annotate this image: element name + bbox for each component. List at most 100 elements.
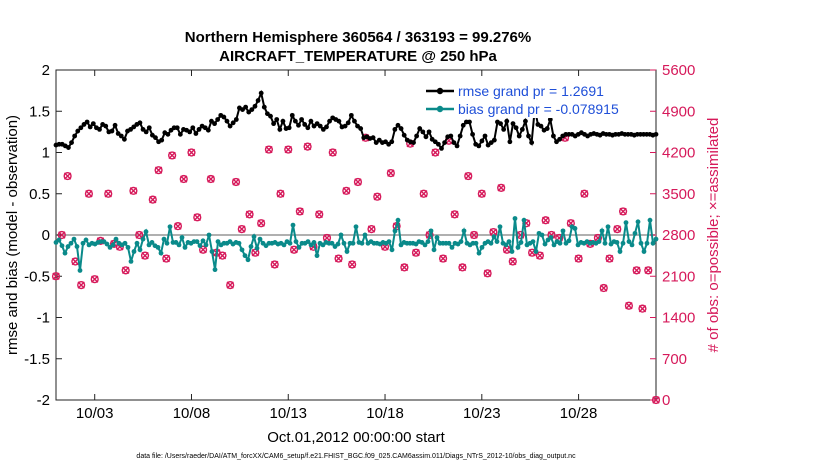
chart-title-line2: AIRCRAFT_TEMPERATURE @ 250 hPa: [219, 48, 497, 65]
rmse-point: [280, 118, 286, 124]
obs-possible-marker: [541, 216, 550, 225]
x-tick-label: 10/18: [366, 405, 404, 422]
bias-point: [137, 247, 143, 253]
obs-possible-marker: [270, 260, 279, 269]
rmse-point: [66, 145, 71, 150]
bias-point: [128, 259, 134, 264]
rmse-point: [121, 136, 127, 142]
bias-point: [125, 244, 131, 250]
obs-assimilated-marker: [420, 190, 428, 198]
bias-point: [629, 242, 635, 248]
obs-assimilated-marker: [91, 275, 99, 283]
y-tick-label-left: 0: [42, 227, 50, 244]
obs-possible-marker: [651, 395, 661, 405]
bias-point: [461, 228, 467, 234]
obs-assimilated-marker: [180, 175, 188, 183]
obs-possible-marker: [231, 177, 241, 187]
y-tick-label-left: 2: [42, 62, 50, 79]
bias-point: [215, 239, 221, 245]
obs-possible-marker: [168, 151, 177, 160]
rmse-point: [261, 104, 267, 110]
bias-point: [647, 217, 653, 223]
rmse-point: [187, 129, 193, 135]
rmse-point: [551, 133, 556, 139]
obs-possible-marker: [638, 304, 647, 313]
chart-title-line1: Northern Hemisphere 360564 / 363193 = 99…: [185, 29, 531, 46]
bias-point: [344, 249, 350, 254]
obs-possible-marker: [90, 275, 99, 284]
obs-possible-marker: [342, 186, 351, 195]
rmse-point: [426, 129, 432, 135]
obs-assimilated-marker: [503, 246, 511, 254]
rmse-point: [233, 117, 239, 122]
rmse-point: [439, 145, 444, 151]
bias-point: [557, 240, 563, 246]
rmse-point: [510, 121, 516, 127]
legend-bias-marker: [436, 105, 444, 113]
obs-assimilated-marker: [458, 263, 467, 272]
rmse-point: [457, 133, 463, 139]
obs-assimilated-marker: [141, 251, 149, 260]
rmse-point: [243, 104, 249, 110]
rmse-point: [249, 107, 255, 112]
obs-assimilated-marker: [218, 251, 227, 260]
rmse-point: [526, 133, 531, 139]
obs-assimilated-marker: [541, 216, 550, 224]
obs-assimilated-marker: [245, 210, 254, 219]
bias-point: [473, 240, 479, 246]
rmse-point: [224, 118, 230, 124]
obs-assimilated-marker: [638, 304, 647, 313]
obs-assimilated-marker: [276, 190, 285, 198]
obs-assimilated-marker: [509, 257, 517, 266]
rmse-point: [547, 117, 553, 122]
bias-point: [458, 239, 464, 245]
bias-point: [653, 236, 659, 242]
bias-point: [206, 232, 212, 238]
rmse-point: [305, 125, 311, 131]
y-tick-label-right: 3500: [662, 186, 695, 203]
obs-assimilated-marker: [284, 145, 292, 154]
rmse-point: [308, 118, 314, 124]
bias-point: [83, 237, 89, 243]
y-tick-label-right: 0: [662, 392, 670, 409]
obs-assimilated-marker: [135, 231, 143, 239]
rmse-point: [274, 117, 280, 122]
rmse-point: [205, 127, 211, 133]
bias-point: [164, 240, 170, 246]
obs-assimilated-marker: [387, 169, 395, 177]
obs-possible-marker: [284, 145, 293, 154]
obs-assimilated-marker: [412, 248, 420, 257]
obs-assimilated-marker: [85, 190, 93, 198]
bias-point: [182, 244, 188, 250]
bias-point: [200, 238, 206, 244]
bias-point: [620, 240, 626, 246]
bias-point: [446, 240, 452, 246]
rmse-point: [423, 134, 429, 140]
obs-assimilated-marker: [162, 254, 171, 263]
bias-point: [431, 247, 437, 253]
obs-assimilated-marker: [193, 213, 201, 222]
obs-possible-marker: [438, 254, 448, 263]
obs-assimilated-marker: [303, 142, 312, 151]
rmse-point: [470, 131, 475, 137]
bias-point: [131, 249, 137, 254]
obs-assimilated-marker: [451, 210, 459, 219]
obs-possible-marker: [63, 171, 72, 181]
obs-possible-marker: [644, 266, 653, 275]
y-tick-label-left: -1: [37, 310, 50, 327]
rmse-point: [516, 133, 522, 139]
bias-point: [632, 230, 638, 236]
rmse-point: [513, 125, 519, 131]
obs-possible-marker: [121, 266, 130, 275]
bias-point: [434, 235, 440, 240]
obs-assimilated-marker: [329, 148, 337, 157]
obs-possible-marker: [173, 222, 183, 231]
bias-point: [254, 245, 260, 251]
obs-possible-marker: [198, 245, 208, 254]
obs-possible-marker: [315, 210, 324, 219]
obs-possible-marker: [497, 183, 506, 192]
obs-assimilated-marker: [574, 254, 583, 263]
obs-possible-marker: [193, 213, 202, 222]
obs-possible-marker: [450, 210, 459, 219]
y-tick-label-left: 0.5: [29, 186, 50, 203]
